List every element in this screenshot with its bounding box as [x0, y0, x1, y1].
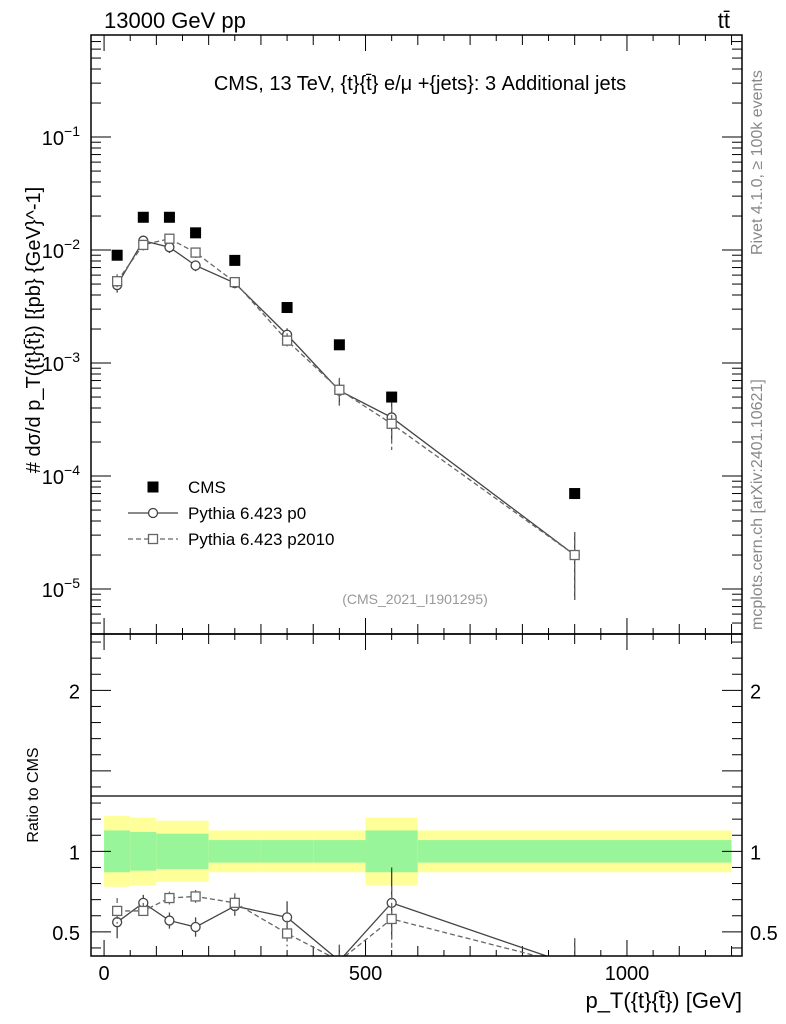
main-watermark: (CMS_2021_I1901295): [342, 591, 488, 607]
x-tick-label: 0: [99, 963, 110, 985]
ratio-y-tick-label: 0.5: [52, 923, 80, 945]
x-tick-label: 1000: [605, 963, 650, 985]
main-panel: CMS, 13 TeV, {t}{t̄} e/μ +{jets}: 3 Addi…: [23, 34, 743, 635]
main-y-tick-labels: 10−1 10−2 10−3 10−4 10−5: [42, 123, 80, 602]
ratio-band-inner: [417, 840, 732, 863]
ratio-frame: [90, 633, 743, 957]
header-right: tt̄: [718, 8, 730, 33]
data-point: [111, 276, 123, 287]
ratio-band-inner: [156, 833, 183, 870]
y-tick-label: 10−3: [42, 349, 80, 376]
y-tick-label: 10−1: [42, 123, 80, 150]
data-point: [147, 533, 159, 545]
data-point: [386, 418, 397, 429]
data-point: [164, 915, 175, 926]
legend-label: CMS: [188, 478, 226, 497]
header-left: 13000 GeV pp: [104, 8, 246, 33]
data-point: [138, 239, 149, 251]
ratio-series-solid-circle: [111, 867, 579, 970]
data-point: [569, 549, 580, 561]
data-point: [281, 912, 293, 923]
side-mcplots: mcplots.cern.ch [arXiv:2401.10621]: [749, 379, 766, 630]
series-filled-square: [111, 211, 581, 500]
data-point: [190, 227, 202, 239]
side-rivet: Rivet 4.1.0, ≥ 100k events: [749, 70, 766, 255]
ratio-band-inner: [365, 830, 418, 873]
main-y-label: # dσ/d p_T({t}{t̄}) [{pb} {GeV}^-1]: [23, 187, 45, 473]
data-point: [163, 211, 175, 223]
data-point: [333, 339, 345, 351]
data-point: [570, 961, 579, 970]
main-y-label-text: # dσ/d p_T({t}{t̄}) [{pb} {GeV}^-1]: [23, 187, 45, 473]
data-point: [190, 247, 201, 258]
data-point: [334, 955, 345, 956]
main-series: [111, 211, 581, 600]
data-point: [569, 488, 581, 500]
data-point: [281, 335, 293, 346]
series-line: [116, 239, 576, 556]
x-axis-label: p_T({t}{t̄}) [GeV]: [585, 988, 742, 1013]
series-solid-circle: [111, 235, 580, 600]
data-point: [190, 891, 201, 902]
data-point: [281, 928, 293, 939]
data-point: [164, 233, 175, 244]
ratio-y-label: Ratio to CMS: [25, 747, 42, 842]
ratio-axes: 0.5 0.5 1 1 2 2: [52, 634, 778, 956]
data-point: [229, 897, 240, 909]
data-point: [570, 961, 579, 970]
data-point: [138, 905, 149, 917]
main-title: CMS, 13 TeV, {t}{t̄} e/μ +{jets}: 3 Addi…: [214, 73, 626, 95]
data-point: [147, 481, 159, 493]
y-tick-label: 10−4: [42, 462, 80, 489]
ratio-panel: 0.5 0.5 1 1 2 2 Ratio to CMS 0 500 1000 p_T({t}…: [25, 633, 778, 1013]
legend-label: Pythia 6.423 p0: [188, 504, 306, 523]
series-dashed-square: [111, 233, 580, 600]
x-tick-label: 500: [349, 963, 382, 985]
ratio-band-inner: [260, 840, 314, 863]
data-point: [111, 249, 123, 261]
legend-label: Pythia 6.423 p2010: [188, 530, 335, 549]
data-point: [147, 507, 159, 519]
legend-entry: Pythia 6.423 p2010: [128, 530, 335, 549]
ratio-band-inner: [313, 840, 366, 863]
legend-entry: CMS: [147, 478, 226, 497]
y-tick-label: 10−5: [42, 575, 80, 602]
ratio-bands: [104, 815, 732, 887]
ratio-band-inner: [182, 833, 209, 870]
data-point: [229, 276, 240, 288]
x-tick-labels: 0 500 1000: [99, 963, 650, 985]
legend: CMS Pythia 6.423 p0 Pythia 6.423 p2010: [128, 478, 335, 549]
ratio-band-inner: [208, 840, 261, 863]
ratio-series-dashed-square: [111, 886, 579, 970]
data-point: [137, 211, 149, 223]
legend-entry: Pythia 6.423 p0: [128, 504, 306, 523]
data-point: [190, 260, 201, 271]
data-point: [190, 921, 201, 933]
data-point: [111, 905, 123, 917]
data-point: [229, 254, 241, 266]
ratio-y-tick-label: 2: [69, 681, 80, 703]
ratio-y-tick-label-right: 1: [750, 842, 761, 864]
series-line: [116, 238, 576, 556]
ratio-band-inner: [130, 832, 157, 871]
ratio-y-tick-label-right: 2: [750, 681, 761, 703]
ratio-series: [111, 867, 579, 970]
data-point: [386, 913, 397, 925]
data-point: [281, 302, 293, 314]
data-point: [386, 391, 398, 403]
ratio-y-tick-label: 1: [69, 842, 80, 864]
data-point: [337, 955, 342, 956]
data-point: [334, 384, 345, 395]
data-point: [164, 892, 175, 904]
y-tick-label: 10−2: [42, 236, 80, 263]
ratio-y-tick-label-right: 0.5: [750, 923, 778, 945]
